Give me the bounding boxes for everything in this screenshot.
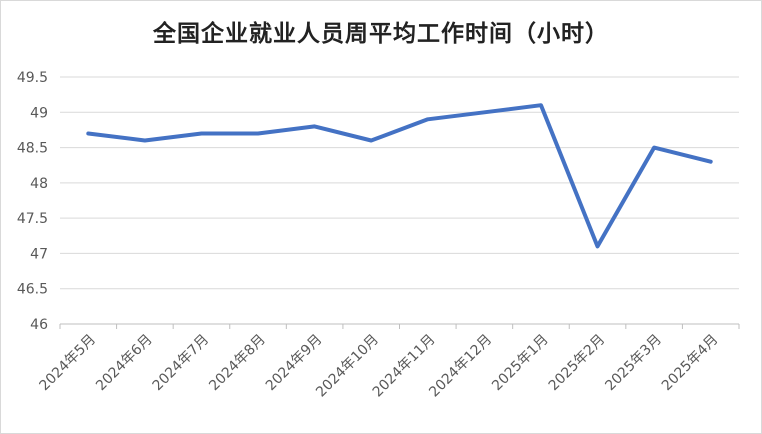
x-tick-label: 2024年6月 [93,332,156,395]
data-point [426,117,430,121]
series-layer [86,103,713,249]
x-tick-label: 2025年3月 [602,332,665,395]
gridlines [60,76,739,290]
chart-title: 全国企业就业人员周平均工作时间（小时） [153,20,609,47]
data-point [369,139,373,143]
x-tick-label: 2024年7月 [150,332,213,395]
data-point [709,160,713,164]
data-point [199,131,203,135]
x-tick-label: 2024年8月 [206,332,269,395]
x-axis [59,323,740,329]
y-tick-label: 46.5 [17,282,48,298]
data-point [539,103,543,107]
series-line [86,103,713,249]
data-point [143,139,147,143]
data-point [86,131,90,135]
y-tick-label: 46 [30,317,48,333]
y-tick-label: 48.5 [17,141,48,157]
y-tick-label: 49 [30,105,48,121]
x-tick-labels: 2024年5月2024年6月2024年7月2024年8月2024年9月2024年… [37,332,722,401]
y-tick-label: 47.5 [17,211,48,227]
x-tick-label: 2025年4月 [659,332,722,395]
y-tick-labels: 46 46.5 47 47.5 48 48.5 49 49.5 [17,70,48,333]
data-point [596,244,600,248]
x-tick-label: 2024年9月 [263,332,326,395]
data-point [256,131,260,135]
x-tick-label: 2025年1月 [489,332,552,395]
y-tick-label: 48 [30,176,48,192]
data-point [652,146,656,150]
y-tick-label: 49.5 [17,70,48,86]
x-tick-label: 2024年5月 [37,332,100,395]
x-tick-label: 2025年2月 [546,332,609,395]
data-point [313,124,317,128]
data-point [482,110,486,114]
y-tick-label: 47 [30,246,48,262]
